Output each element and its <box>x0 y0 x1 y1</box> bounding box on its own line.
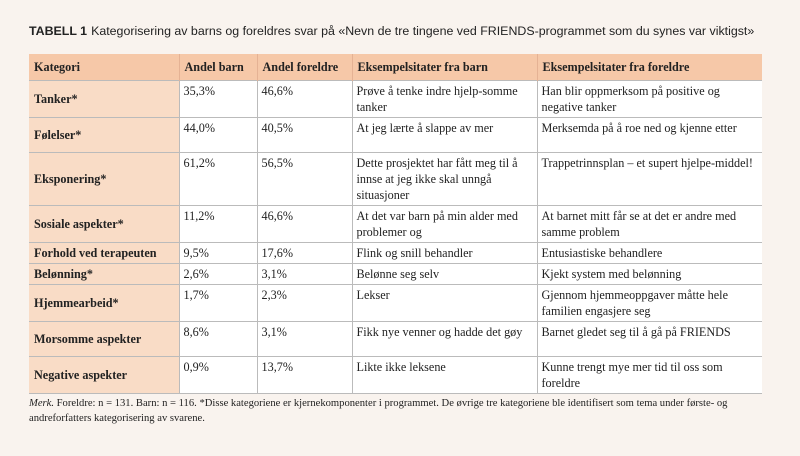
child-quote-cell: At det var barn på min alder med problem… <box>351 205 537 243</box>
header-cell: Eksempelsitater fra foreldre <box>536 54 762 81</box>
table-row: Følelser* 44,0% 40,5% At jeg lærte å sla… <box>29 117 762 153</box>
child-quote-cell: Dette prosjektet har fått meg til å inns… <box>351 152 537 206</box>
category-cell: Hjemmearbeid* <box>29 284 179 322</box>
share-parents-cell: 13,7% <box>256 356 352 394</box>
category-cell: Eksponering* <box>29 152 179 206</box>
share-children-cell: 11,2% <box>178 205 257 243</box>
share-parents-cell: 40,5% <box>256 117 352 153</box>
table-header-row: Kategori Andel barn Andel foreldre Eksem… <box>29 54 762 81</box>
share-children-cell: 61,2% <box>178 152 257 206</box>
header-cell: Andel foreldre <box>256 54 352 81</box>
share-children-cell: 35,3% <box>178 80 257 118</box>
parent-quote-cell: Merksemda på å roe ned og kjenne etter <box>536 117 762 153</box>
share-parents-cell: 3,1% <box>256 263 352 285</box>
category-cell: Morsomme aspekter <box>29 321 179 357</box>
header-cell: Andel barn <box>178 54 257 81</box>
table-note-text: Foreldre: n = 131. Barn: n = 116. *Disse… <box>29 398 728 424</box>
parent-quote-cell: Gjennom hjemmeoppgaver måtte hele famili… <box>536 284 762 322</box>
share-parents-cell: 2,3% <box>256 284 352 322</box>
parent-quote-cell: Trappetrinnsplan – et supert hjelpe-midd… <box>536 152 762 206</box>
share-children-cell: 2,6% <box>178 263 257 285</box>
category-cell: Forhold ved terapeuten <box>29 242 179 264</box>
share-parents-cell: 17,6% <box>256 242 352 264</box>
child-quote-cell: Flink og snill behandler <box>351 242 537 264</box>
table-row: Eksponering* 61,2% 56,5% Dette prosjekte… <box>29 152 762 206</box>
table-row: Tanker* 35,3% 46,6% Prøve å tenke indre … <box>29 80 762 118</box>
share-children-cell: 8,6% <box>178 321 257 357</box>
parent-quote-cell: Kunne trengt mye mer tid til oss som for… <box>536 356 762 394</box>
table-row: Negative aspekter 0,9% 13,7% Likte ikke … <box>29 356 762 394</box>
table-caption-text: Kategorisering av barns og foreldres sva… <box>91 24 755 38</box>
share-parents-cell: 46,6% <box>256 205 352 243</box>
child-quote-cell: Belønne seg selv <box>351 263 537 285</box>
child-quote-cell: At jeg lærte å slappe av mer <box>351 117 537 153</box>
parent-quote-cell: Barnet gledet seg til å gå på FRIENDS <box>536 321 762 357</box>
table-row: Morsomme aspekter 8,6% 3,1% Fikk nye ven… <box>29 321 762 357</box>
table-row: Hjemmearbeid* 1,7% 2,3% Lekser Gjennom h… <box>29 284 762 322</box>
header-cell: Eksempelsitater fra barn <box>351 54 537 81</box>
child-quote-cell: Prøve å tenke indre hjelp-somme tanker <box>351 80 537 118</box>
table-caption: TABELL 1 Kategorisering av barns og forel… <box>29 24 754 38</box>
table-row: Forhold ved terapeuten 9,5% 17,6% Flink … <box>29 242 762 264</box>
category-cell: Sosiale aspekter* <box>29 205 179 243</box>
category-cell: Følelser* <box>29 117 179 153</box>
category-cell: Negative aspekter <box>29 356 179 394</box>
child-quote-cell: Likte ikke leksene <box>351 356 537 394</box>
parent-quote-cell: Kjekt system med belønning <box>536 263 762 285</box>
table-row: Sosiale aspekter* 11,2% 46,6% At det var… <box>29 205 762 243</box>
header-cell: Kategori <box>34 59 81 74</box>
categorization-table: Kategori Andel barn Andel foreldre Eksem… <box>29 54 762 394</box>
share-children-cell: 1,7% <box>178 284 257 322</box>
parent-quote-cell: Entusiastiske behandlere <box>536 242 762 264</box>
table-note: Merk. Foreldre: n = 131. Barn: n = 116. … <box>29 396 764 426</box>
table-caption-label: TABELL 1 <box>29 24 88 38</box>
category-cell: Tanker* <box>29 80 179 118</box>
share-parents-cell: 3,1% <box>256 321 352 357</box>
child-quote-cell: Fikk nye venner og hadde det gøy <box>351 321 537 357</box>
share-children-cell: 0,9% <box>178 356 257 394</box>
table-row: Belønning* 2,6% 3,1% Belønne seg selv Kj… <box>29 263 762 285</box>
category-cell: Belønning* <box>29 263 179 285</box>
share-parents-cell: 46,6% <box>256 80 352 118</box>
share-parents-cell: 56,5% <box>256 152 352 206</box>
share-children-cell: 9,5% <box>178 242 257 264</box>
child-quote-cell: Lekser <box>351 284 537 322</box>
parent-quote-cell: Han blir oppmerksom på positive og negat… <box>536 80 762 118</box>
share-children-cell: 44,0% <box>178 117 257 153</box>
table-note-label: Merk. <box>29 398 54 409</box>
parent-quote-cell: At barnet mitt får se at det er andre me… <box>536 205 762 243</box>
